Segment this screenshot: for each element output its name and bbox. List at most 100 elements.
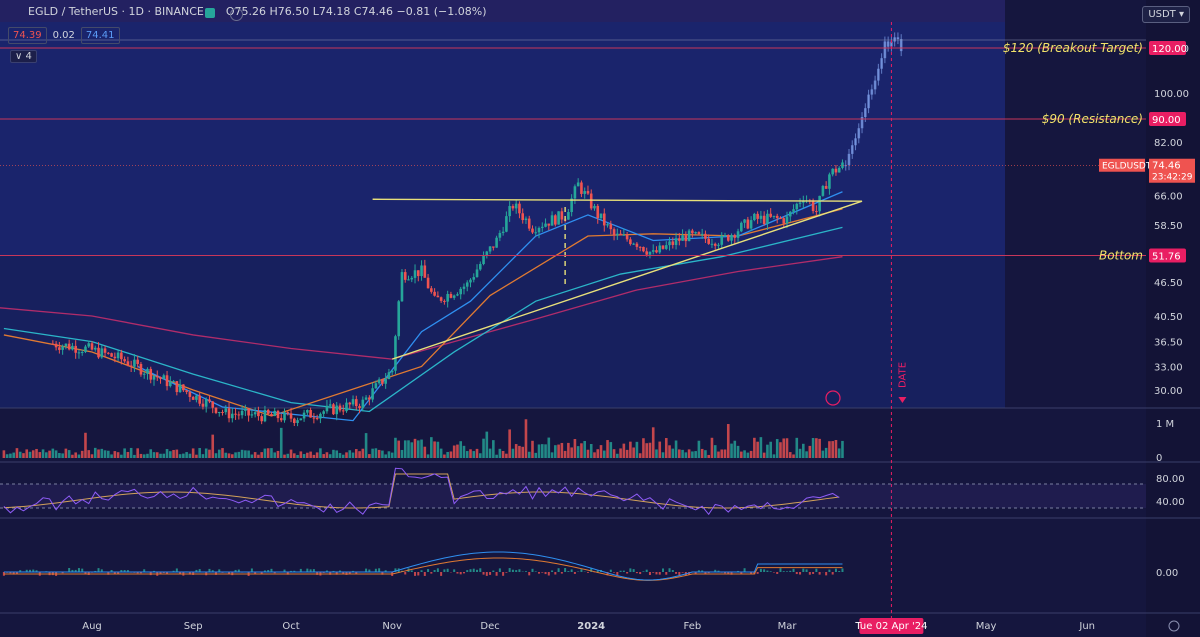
macd-line <box>3 551 843 581</box>
buy-price-box[interactable]: 74.41 <box>80 27 120 44</box>
candle-body <box>312 417 316 419</box>
volume-bar <box>45 452 48 458</box>
macd-histogram-bar <box>652 572 655 573</box>
volume-bar <box>456 444 459 458</box>
macd-histogram-bar <box>384 570 387 572</box>
volume-bar <box>54 450 58 458</box>
macd-histogram-bar <box>678 572 681 576</box>
future-zone <box>1005 0 1146 408</box>
sell-price-box[interactable]: 74.39 <box>8 27 47 44</box>
volume-bar <box>74 452 77 458</box>
macd-histogram-bar <box>188 572 191 575</box>
candle-body <box>837 167 841 173</box>
candle-body <box>629 239 632 245</box>
volume-bar <box>5 454 9 458</box>
volume-bar <box>87 450 91 458</box>
macd-histogram-bar <box>427 569 430 572</box>
macd-histogram-bar <box>273 572 276 574</box>
volume-bar <box>635 441 639 458</box>
candle-body <box>740 222 743 232</box>
volume-bar <box>97 449 100 458</box>
macd-histogram-bar <box>573 572 576 574</box>
macd-histogram-bar <box>381 572 384 575</box>
volume-bar <box>390 452 394 458</box>
volume-bar <box>664 438 668 458</box>
time-axis-label: Aug <box>82 621 102 632</box>
candle-body <box>129 365 133 367</box>
volume-bar <box>136 448 139 458</box>
level-label: $120 (Breakout Target) <box>1003 41 1143 55</box>
candle-body <box>619 233 622 236</box>
volume-bar <box>674 440 678 458</box>
level-price-text: 120.00 <box>1152 44 1187 55</box>
candle-body <box>743 219 746 223</box>
volume-bar <box>394 437 397 458</box>
candle-body <box>668 241 671 246</box>
macd-histogram-bar <box>430 572 433 574</box>
candle-body <box>762 215 766 225</box>
volume-bar <box>188 453 192 458</box>
volume-bar <box>616 453 619 458</box>
symbol-title[interactable]: EGLD / TetherUS · 1D · BINANCE <box>28 4 204 18</box>
candle-body <box>664 245 668 249</box>
volume-bar <box>113 451 117 458</box>
macd-histogram-bar <box>564 568 567 572</box>
candle-body <box>439 297 443 301</box>
candle-body <box>599 213 603 219</box>
candle-body <box>84 346 87 353</box>
volume-bar <box>240 449 244 458</box>
volume-bar <box>449 451 453 458</box>
macd-histogram-bar <box>508 568 511 572</box>
macd-histogram-bar <box>717 570 720 572</box>
volume-bar <box>159 453 162 458</box>
ohlc-readout: O75.26 H76.50 L74.18 C74.46 −0.81 (−1.08… <box>225 4 487 18</box>
volume-bar <box>328 454 332 458</box>
candle-body <box>495 237 498 248</box>
volume-bar <box>700 448 704 458</box>
macd-histogram-bar <box>547 572 550 576</box>
status-icon[interactable] <box>230 8 243 21</box>
flash-icon <box>825 390 841 406</box>
candle-body <box>231 413 234 419</box>
candle-body <box>273 410 277 416</box>
volume-bar <box>120 454 123 458</box>
candle-body <box>834 168 838 173</box>
candle-body <box>811 201 815 212</box>
volume-bar <box>798 448 802 458</box>
volume-bar <box>524 419 528 458</box>
candle-body <box>645 251 648 255</box>
volume-bar <box>772 454 776 458</box>
macd-histogram-bar <box>250 568 253 572</box>
candle-body <box>133 359 136 367</box>
candle-body <box>322 411 325 414</box>
macd-histogram-bar <box>329 572 332 575</box>
currency-select[interactable]: USDT ▾ <box>1142 6 1190 23</box>
macd-histogram-bar <box>766 570 769 572</box>
candle-body <box>815 211 818 213</box>
candle-body <box>244 408 247 411</box>
volume-bar <box>146 453 149 458</box>
volume-bar <box>244 450 247 458</box>
volume-bar <box>815 438 818 458</box>
candle-body <box>381 379 384 384</box>
candle-body <box>64 343 68 347</box>
indicators-collapse-button[interactable]: ∨ 4 <box>10 50 37 63</box>
volume-bar <box>172 449 175 458</box>
volume-bar <box>354 449 358 458</box>
volume-bar <box>531 440 534 458</box>
volume-bar <box>612 449 616 458</box>
settings-gear-icon <box>1168 620 1180 632</box>
macd-histogram-bar <box>590 568 593 572</box>
volume-bar <box>293 453 296 458</box>
macd-histogram-bar <box>286 572 289 575</box>
candle-body <box>403 272 407 280</box>
candle-body <box>361 399 365 409</box>
candle-body <box>720 235 724 245</box>
candle-body <box>426 277 430 289</box>
candle-body <box>795 203 799 210</box>
candle-body <box>436 295 440 298</box>
macd-histogram-bar <box>528 572 531 576</box>
volume-bar <box>589 444 593 458</box>
volume-bar <box>707 454 710 458</box>
